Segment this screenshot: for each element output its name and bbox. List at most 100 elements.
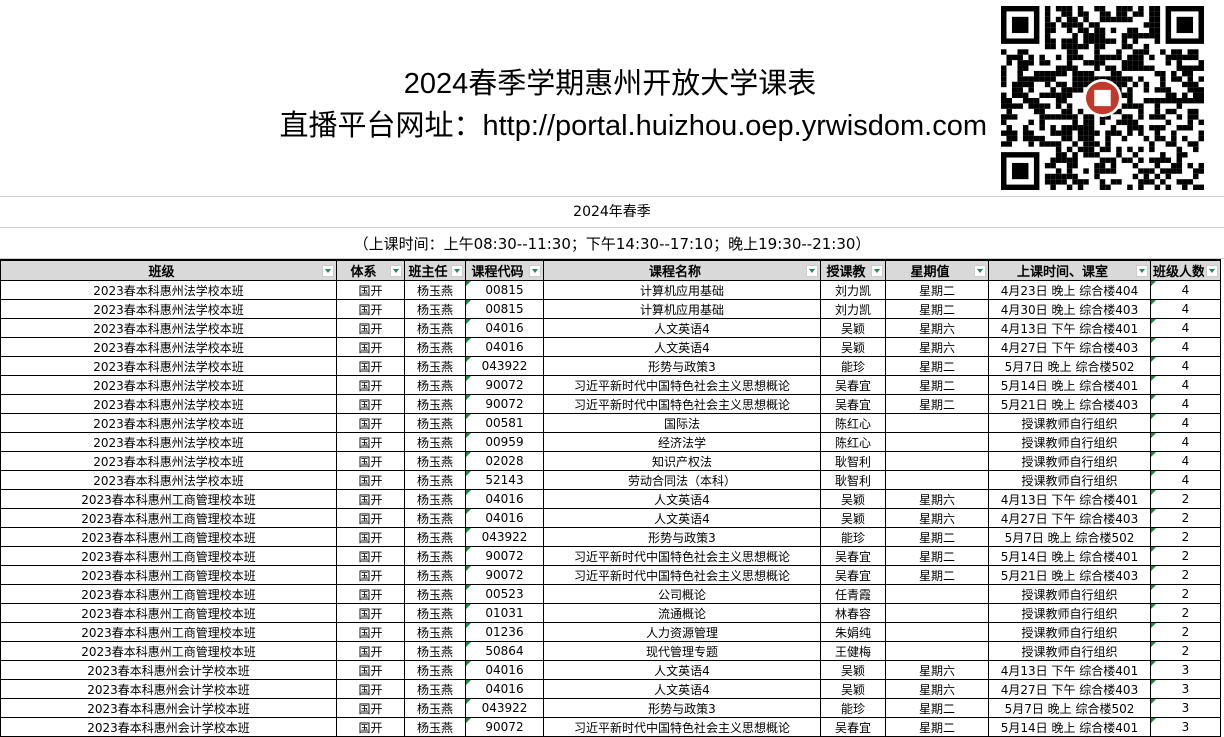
cell[interactable]: 2023春本科惠州工商管理校本班 (0, 489, 337, 509)
cell[interactable]: 习近平新时代中国特色社会主义思想概论 (543, 565, 821, 585)
cell[interactable]: 习近平新时代中国特色社会主义思想概论 (543, 394, 821, 414)
cell[interactable]: 吴颖 (820, 337, 886, 357)
cell[interactable]: 星期二 (885, 280, 989, 300)
filter-dropdown-icon[interactable] (974, 265, 986, 277)
cell[interactable]: 3 (1150, 660, 1221, 680)
column-header[interactable]: 课程代码 (465, 259, 544, 281)
cell[interactable]: 2023春本科惠州会计学校本班 (0, 679, 337, 699)
cell[interactable]: 2023春本科惠州法学校本班 (0, 451, 337, 471)
column-header[interactable]: 班级人数 (1150, 259, 1221, 281)
cell[interactable]: 星期六 (885, 660, 989, 680)
cell[interactable]: 授课教师自行组织 (988, 432, 1151, 452)
cell[interactable]: 计算机应用基础 (543, 280, 821, 300)
cell[interactable]: 授课教师自行组织 (988, 622, 1151, 642)
cell[interactable]: 00959 (465, 432, 544, 452)
cell[interactable]: 杨玉燕 (404, 432, 466, 452)
cell[interactable]: 国开 (336, 432, 405, 452)
cell[interactable]: 形势与政策3 (543, 356, 821, 376)
cell[interactable]: 4月13日 下午 综合楼401 (988, 660, 1151, 680)
cell[interactable]: 吴春宜 (820, 394, 886, 414)
cell[interactable]: 4月13日 下午 综合楼401 (988, 489, 1151, 509)
cell[interactable]: 公司概论 (543, 584, 821, 604)
cell[interactable]: 5月7日 晚上 综合楼502 (988, 527, 1151, 547)
cell[interactable]: 5月14日 晚上 综合楼401 (988, 717, 1151, 737)
cell[interactable]: 耿智利 (820, 470, 886, 490)
cell[interactable]: 4 (1150, 470, 1221, 490)
cell[interactable]: 杨玉燕 (404, 451, 466, 471)
cell[interactable]: 国开 (336, 698, 405, 718)
cell[interactable] (885, 641, 989, 661)
cell[interactable]: 星期六 (885, 489, 989, 509)
cell[interactable]: 星期六 (885, 679, 989, 699)
cell[interactable]: 国开 (336, 280, 405, 300)
filter-dropdown-icon[interactable] (1136, 265, 1148, 277)
cell[interactable]: 3 (1150, 698, 1221, 718)
cell[interactable]: 2023春本科惠州法学校本班 (0, 375, 337, 395)
cell[interactable]: 2023春本科惠州工商管理校本班 (0, 641, 337, 661)
cell[interactable]: 杨玉燕 (404, 318, 466, 338)
cell[interactable]: 形势与政策3 (543, 527, 821, 547)
cell[interactable]: 人文英语4 (543, 508, 821, 528)
cell[interactable] (885, 584, 989, 604)
cell[interactable]: 吴颖 (820, 489, 886, 509)
cell[interactable]: 吴颖 (820, 508, 886, 528)
cell[interactable]: 04016 (465, 489, 544, 509)
cell[interactable]: 杨玉燕 (404, 413, 466, 433)
cell[interactable]: 吴春宜 (820, 375, 886, 395)
cell[interactable]: 2023春本科惠州法学校本班 (0, 356, 337, 376)
cell[interactable]: 人文英语4 (543, 318, 821, 338)
cell[interactable]: 2023春本科惠州法学校本班 (0, 318, 337, 338)
cell[interactable] (885, 413, 989, 433)
cell[interactable]: 4 (1150, 375, 1221, 395)
cell[interactable]: 杨玉燕 (404, 337, 466, 357)
cell[interactable]: 吴春宜 (820, 717, 886, 737)
cell[interactable]: 043922 (465, 356, 544, 376)
cell[interactable]: 04016 (465, 337, 544, 357)
cell[interactable]: 4 (1150, 394, 1221, 414)
cell[interactable]: 2 (1150, 527, 1221, 547)
cell[interactable]: 人文英语4 (543, 660, 821, 680)
cell[interactable]: 2 (1150, 508, 1221, 528)
column-header[interactable]: 授课教 (820, 259, 886, 281)
cell[interactable]: 杨玉燕 (404, 565, 466, 585)
cell[interactable]: 国开 (336, 584, 405, 604)
cell[interactable]: 国开 (336, 299, 405, 319)
cell[interactable]: 4 (1150, 413, 1221, 433)
cell[interactable]: 00523 (465, 584, 544, 604)
cell[interactable]: 5月21日 晚上 综合楼403 (988, 394, 1151, 414)
cell[interactable]: 2 (1150, 584, 1221, 604)
cell[interactable]: 2023春本科惠州工商管理校本班 (0, 603, 337, 623)
cell[interactable]: 授课教师自行组织 (988, 584, 1151, 604)
cell[interactable]: 国开 (336, 489, 405, 509)
cell[interactable]: 2023春本科惠州工商管理校本班 (0, 565, 337, 585)
cell[interactable]: 授课教师自行组织 (988, 413, 1151, 433)
cell[interactable]: 星期二 (885, 698, 989, 718)
cell[interactable]: 4月27日 下午 综合楼403 (988, 679, 1151, 699)
cell[interactable]: 经济法学 (543, 432, 821, 452)
cell[interactable]: 吴颖 (820, 318, 886, 338)
cell[interactable]: 知识产权法 (543, 451, 821, 471)
cell[interactable]: 授课教师自行组织 (988, 470, 1151, 490)
cell[interactable]: 2023春本科惠州会计学校本班 (0, 698, 337, 718)
column-header[interactable]: 课程名称 (543, 259, 821, 281)
cell[interactable] (885, 451, 989, 471)
cell[interactable]: 任青霞 (820, 584, 886, 604)
filter-dropdown-icon[interactable] (390, 265, 402, 277)
cell[interactable]: 吴春宜 (820, 565, 886, 585)
cell[interactable]: 2023春本科惠州法学校本班 (0, 413, 337, 433)
cell[interactable]: 吴春宜 (820, 546, 886, 566)
cell[interactable]: 能珍 (820, 356, 886, 376)
cell[interactable]: 国开 (336, 660, 405, 680)
cell[interactable]: 国开 (336, 603, 405, 623)
cell[interactable]: 2 (1150, 622, 1221, 642)
column-header[interactable]: 星期值 (885, 259, 989, 281)
cell[interactable]: 星期二 (885, 546, 989, 566)
cell[interactable]: 形势与政策3 (543, 698, 821, 718)
cell[interactable]: 劳动合同法（本科） (543, 470, 821, 490)
cell[interactable]: 4 (1150, 432, 1221, 452)
cell[interactable]: 星期六 (885, 318, 989, 338)
cell[interactable]: 刘力凯 (820, 299, 886, 319)
cell[interactable]: 星期二 (885, 394, 989, 414)
cell[interactable]: 3 (1150, 717, 1221, 737)
cell[interactable]: 90072 (465, 394, 544, 414)
